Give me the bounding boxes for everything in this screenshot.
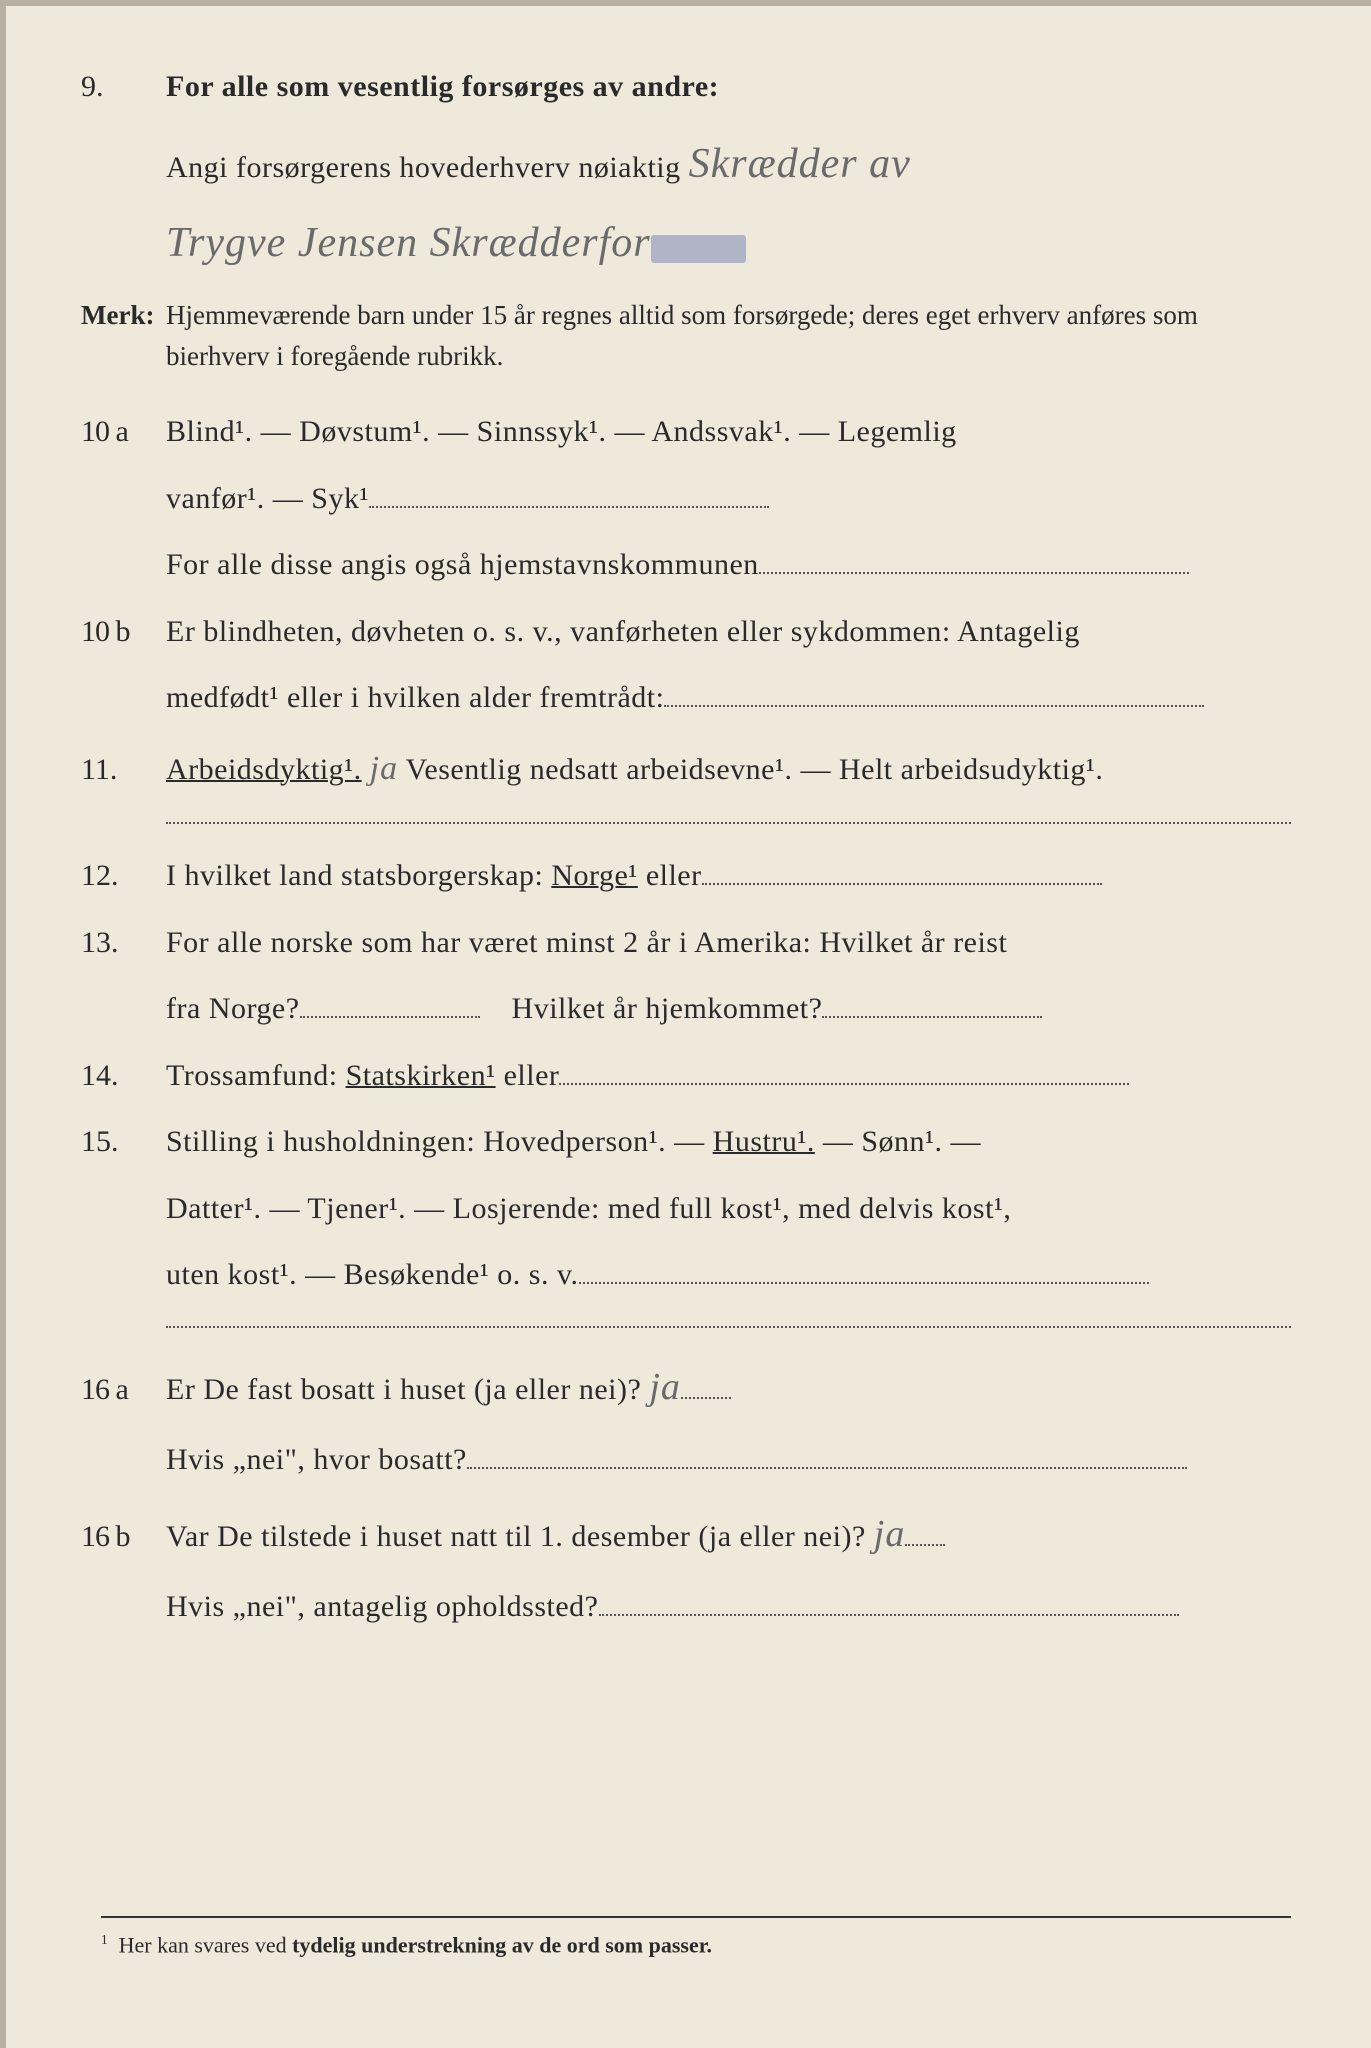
footnote-rule xyxy=(101,1916,1291,1918)
ink-smudge xyxy=(651,235,746,263)
q12-pre: I hvilket land statsborgerskap: xyxy=(166,859,551,892)
dotfill xyxy=(559,1056,1129,1085)
q13-line2a: fra Norge? xyxy=(166,992,300,1025)
q10b-line2: medfødt¹ eller i hvilken alder fremtrådt… xyxy=(166,681,664,714)
q9-hand2: Trygve Jensen Skrædderfor xyxy=(166,220,651,266)
q9-line1-label: Angi forsørgerens hovederhverv nøiaktig xyxy=(166,151,681,184)
dotfill xyxy=(369,479,769,508)
q11-opt1: Arbeidsdyktig¹. xyxy=(166,753,362,786)
q10a-line3: For alle disse angis også hjemstavnskomm… xyxy=(166,548,759,581)
q15-row1: 15. Stilling i husholdningen: Hovedperso… xyxy=(81,1116,1291,1169)
q16b-line1: Var De tilstede i huset natt til 1. dese… xyxy=(166,1520,866,1553)
q11-number: 11. xyxy=(81,744,166,797)
q16a-line1: Er De fast bosatt i huset (ja eller nei)… xyxy=(166,1373,641,1406)
q9-heading: For alle som vesentlig forsørges av andr… xyxy=(166,61,1291,114)
dotfill xyxy=(579,1255,1149,1284)
q10b-line1: Er blindheten, døvheten o. s. v., vanfør… xyxy=(166,606,1291,659)
footnote-bold: tydelig understrekning av de ord som pas… xyxy=(292,1932,712,1957)
q10a-number: 10 a xyxy=(81,406,166,459)
q16b-row2: Hvis „nei", antagelig opholdssted? xyxy=(81,1581,1291,1634)
dotfill xyxy=(664,678,1204,707)
q15-hustru: Hustru¹. xyxy=(713,1125,815,1158)
dotfill xyxy=(905,1517,945,1546)
q10b-row2: medfødt¹ eller i hvilken alder fremtrådt… xyxy=(81,672,1291,725)
q10a-row3: For alle disse angis også hjemstavnskomm… xyxy=(81,539,1291,592)
merk-label: Merk: xyxy=(81,295,166,337)
dotfill xyxy=(702,856,1102,885)
q12-post: eller xyxy=(638,859,702,892)
q16a-hand: ja xyxy=(649,1366,681,1408)
q14-pre: Trossamfund: xyxy=(166,1059,346,1092)
q16b-number: 16 b xyxy=(81,1511,166,1564)
footnote: 1 Her kan svares ved tydelig understrekn… xyxy=(101,1932,712,1958)
q13-row2: fra Norge? Hvilket år hjemkommet? xyxy=(81,983,1291,1036)
q11-hand: ja xyxy=(370,750,398,787)
q9-hand2-row: Trygve Jensen Skrædderfor xyxy=(81,207,1291,281)
dotfill xyxy=(681,1370,731,1399)
q15-row3: uten kost¹. — Besøkende¹ o. s. v. xyxy=(81,1249,1291,1302)
q10a-line1: Blind¹. — Døvstum¹. — Sinnssyk¹. — Andss… xyxy=(166,406,1291,459)
q9-heading-row: 9. For alle som vesentlig forsørges av a… xyxy=(81,61,1291,114)
dotfill xyxy=(759,545,1189,574)
q13-row1: 13. For alle norske som har været minst … xyxy=(81,917,1291,970)
q13-line1: For alle norske som har været minst 2 år… xyxy=(166,917,1291,970)
q14-opt: Statskirken¹ xyxy=(346,1059,496,1092)
footnote-pre: Her kan svares ved xyxy=(119,1932,293,1957)
q14-number: 14. xyxy=(81,1050,166,1103)
census-form-page: 9. For alle som vesentlig forsørges av a… xyxy=(0,0,1371,2048)
q11-opt2: Vesentlig nedsatt arbeidsevne¹. — Helt a… xyxy=(406,753,1104,786)
q12-opt: Norge¹ xyxy=(551,859,637,892)
q9-number: 9. xyxy=(81,61,166,114)
q16b-hand: ja xyxy=(874,1513,906,1555)
q14-row: 14. Trossamfund: Statskirken¹ eller xyxy=(81,1050,1291,1103)
q10a-row1: 10 a Blind¹. — Døvstum¹. — Sinnssyk¹. — … xyxy=(81,406,1291,459)
q10a-row2: vanfør¹. — Syk¹ xyxy=(81,473,1291,526)
q12-number: 12. xyxy=(81,850,166,903)
q13-line2b: Hvilket år hjemkommet? xyxy=(512,992,823,1025)
merk-text: Hjemmeværende barn under 15 år regnes al… xyxy=(166,295,1291,379)
q9-line1-row: Angi forsørgerens hovederhverv nøiaktig … xyxy=(81,128,1291,202)
q15-post: — Sønn¹. — xyxy=(815,1125,981,1158)
q16a-row2: Hvis „nei", hvor bosatt? xyxy=(81,1434,1291,1487)
q15-pre: Stilling i husholdningen: Hovedperson¹. … xyxy=(166,1125,713,1158)
dotfill xyxy=(300,989,480,1018)
q16a-row1: 16 a Er De fast bosatt i huset (ja eller… xyxy=(81,1354,1291,1421)
q15-line2: Datter¹. — Tjener¹. — Losjerende: med fu… xyxy=(166,1183,1291,1236)
q11-row: 11. Arbeidsdyktig¹. ja Vesentlig nedsatt… xyxy=(81,739,1291,799)
q10a-line2: vanfør¹. — Syk¹ xyxy=(166,482,369,515)
q16b-row1: 16 b Var De tilstede i huset natt til 1.… xyxy=(81,1501,1291,1568)
q16b-line2: Hvis „nei", antagelig opholdssted? xyxy=(166,1590,599,1623)
q16a-line2: Hvis „nei", hvor bosatt? xyxy=(166,1443,467,1476)
divider xyxy=(166,1326,1291,1328)
q15-row2: Datter¹. — Tjener¹. — Losjerende: med fu… xyxy=(81,1183,1291,1236)
q13-number: 13. xyxy=(81,917,166,970)
dotfill xyxy=(599,1587,1179,1616)
q12-row: 12. I hvilket land statsborgerskap: Norg… xyxy=(81,850,1291,903)
q15-number: 15. xyxy=(81,1116,166,1169)
q10b-number: 10 b xyxy=(81,606,166,659)
q9-hand1: Skrædder av xyxy=(689,141,911,187)
dotfill xyxy=(822,989,1042,1018)
dotfill xyxy=(467,1440,1187,1469)
q15-line3: uten kost¹. — Besøkende¹ o. s. v. xyxy=(166,1258,579,1291)
merk-row: Merk: Hjemmeværende barn under 15 år reg… xyxy=(81,295,1291,379)
q14-post: eller xyxy=(496,1059,560,1092)
divider xyxy=(166,822,1291,824)
q16a-number: 16 a xyxy=(81,1364,166,1417)
q10b-row1: 10 b Er blindheten, døvheten o. s. v., v… xyxy=(81,606,1291,659)
footnote-marker: 1 xyxy=(101,1932,108,1947)
